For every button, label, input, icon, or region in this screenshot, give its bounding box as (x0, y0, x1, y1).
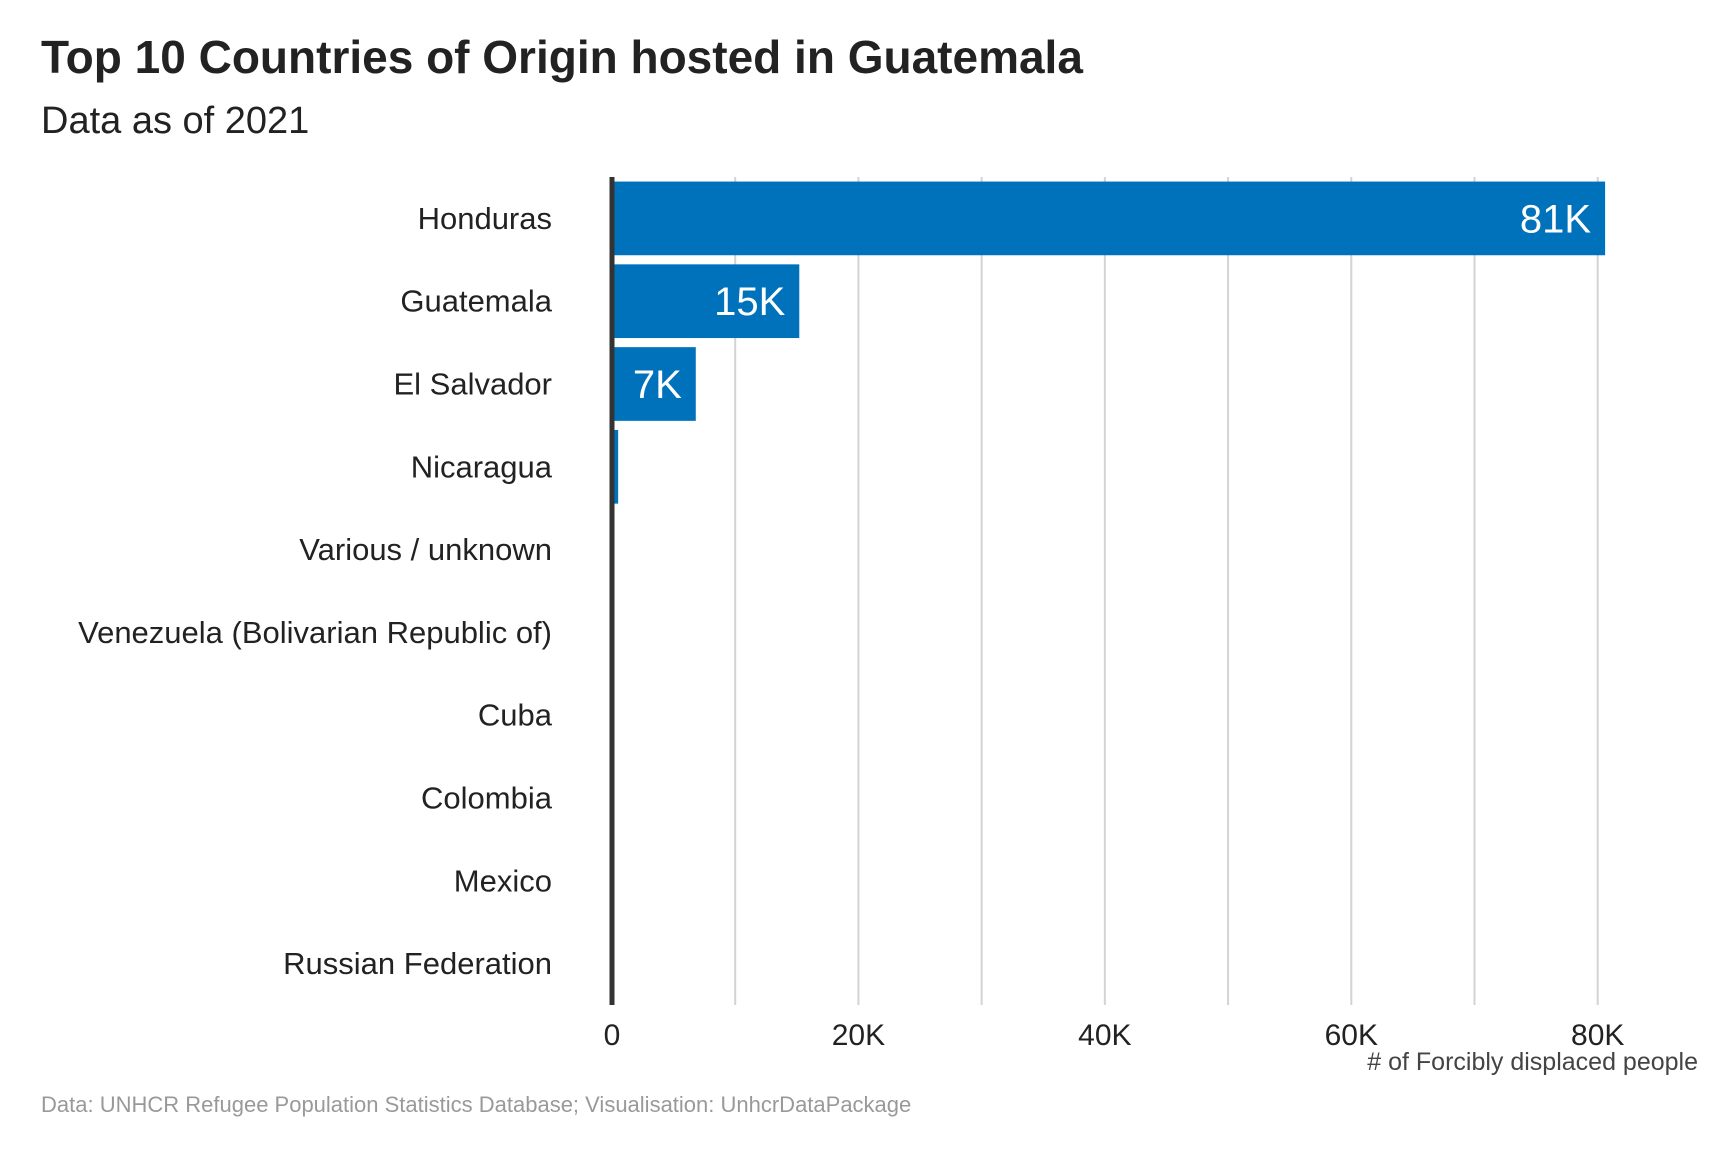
x-tick-label: 80K (1571, 1019, 1624, 1052)
x-tick-labels: 0 20K 40K 60K 80K (604, 1019, 1625, 1052)
category-label: Nicaragua (411, 449, 553, 484)
category-label: Venezuela (Bolivarian Republic of) (78, 615, 552, 650)
x-tick-label: 60K (1325, 1019, 1378, 1052)
chart-caption: Data: UNHCR Refugee Population Statistic… (41, 1092, 912, 1117)
category-label: Colombia (421, 781, 553, 816)
bar-honduras (612, 181, 1606, 256)
bars (612, 181, 1606, 1001)
bar-guatemala (612, 264, 800, 339)
x-axis-title: # of Forcibly displaced people (1367, 1048, 1698, 1076)
category-label: Honduras (418, 201, 552, 236)
data-label: 7K (633, 363, 682, 407)
x-tick-label: 0 (604, 1019, 621, 1052)
category-label: Cuba (478, 698, 553, 733)
category-label: Various / unknown (299, 532, 552, 567)
x-tick-label: 20K (832, 1019, 885, 1052)
data-label: 15K (714, 280, 785, 324)
data-labels: 81K 15K 7K (633, 197, 1592, 407)
data-label: 81K (1520, 197, 1591, 241)
category-label: Guatemala (400, 284, 552, 319)
chart-subtitle: Data as of 2021 (41, 100, 310, 142)
x-tick-label: 40K (1078, 1019, 1131, 1052)
chart-title: Top 10 Countries of Origin hosted in Gua… (41, 31, 1083, 83)
category-label: Mexico (454, 863, 552, 898)
gridlines (734, 177, 1599, 1005)
category-label: El Salvador (393, 367, 552, 402)
bar-nicaragua (612, 429, 619, 504)
bar-el-salvador (612, 347, 696, 421)
category-label: Russian Federation (283, 946, 552, 981)
category-labels: Honduras Guatemala El Salvador Nicaragua Var… (78, 201, 553, 981)
